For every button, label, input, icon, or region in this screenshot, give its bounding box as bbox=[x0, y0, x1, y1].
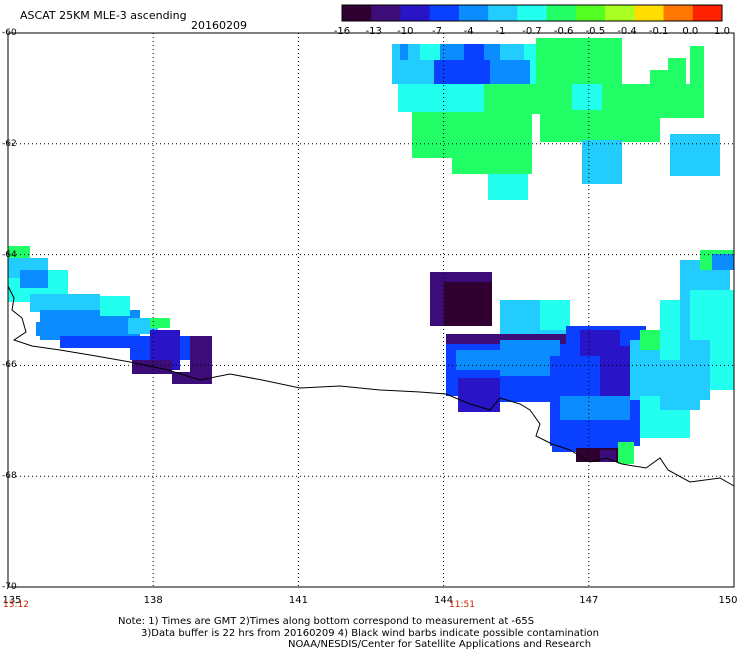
colorbar-segment bbox=[488, 5, 518, 21]
colorbar-label: -10 bbox=[397, 26, 414, 37]
data-cell bbox=[400, 44, 408, 60]
data-cell bbox=[464, 44, 484, 60]
mle-data-cells bbox=[8, 38, 734, 464]
longitude-label: 147 bbox=[579, 595, 599, 606]
note-line-1: Note: 1) Times are GMT 2)Times along bot… bbox=[118, 616, 535, 627]
data-cell bbox=[392, 44, 400, 60]
data-cell bbox=[392, 60, 434, 84]
colorbar-label: -0.5 bbox=[585, 26, 606, 37]
colorbar-segment bbox=[575, 5, 606, 21]
latitude-label: -64 bbox=[2, 249, 17, 260]
data-cell bbox=[484, 84, 574, 114]
colorbar-label: 1.0 bbox=[714, 26, 730, 37]
data-cell bbox=[8, 246, 30, 260]
product-title: ASCAT 25KM MLE-3 ascending bbox=[20, 9, 187, 22]
colorbar-label: -0.7 bbox=[522, 26, 542, 37]
data-cell bbox=[484, 44, 500, 60]
colorbar-label: -0.4 bbox=[617, 26, 637, 37]
colorbar-segment bbox=[371, 5, 401, 21]
plot-frame bbox=[7, 32, 735, 588]
colorbar-segment bbox=[634, 5, 665, 21]
colorbar-label: -4 bbox=[463, 26, 474, 37]
time-label-left: 13:12 bbox=[3, 600, 29, 610]
data-cell bbox=[444, 282, 492, 326]
data-cell bbox=[408, 44, 420, 60]
data-cell bbox=[524, 44, 536, 60]
data-cell bbox=[36, 322, 56, 336]
data-cell bbox=[412, 112, 532, 158]
lat-lon-grid bbox=[8, 33, 734, 587]
longitude-label: 135 bbox=[2, 595, 22, 606]
colorbar-segment bbox=[342, 5, 372, 21]
colorbar-segment bbox=[546, 5, 577, 21]
colorbar-segment bbox=[692, 5, 723, 21]
data-cell bbox=[20, 270, 50, 288]
data-cell bbox=[452, 158, 532, 174]
colorbar-label: -16 bbox=[333, 26, 351, 37]
colorbar-segment bbox=[458, 5, 489, 21]
data-cell bbox=[670, 134, 720, 176]
data-cell bbox=[490, 60, 530, 84]
data-cell bbox=[456, 350, 506, 370]
longitude-label: 144 bbox=[434, 595, 454, 606]
colorbar-label: -7 bbox=[432, 26, 442, 37]
longitude-label: 141 bbox=[288, 595, 308, 606]
data-cell bbox=[500, 376, 550, 402]
data-cell bbox=[600, 450, 616, 462]
data-cell bbox=[618, 442, 634, 464]
latitude-label: -60 bbox=[2, 28, 17, 38]
data-cell bbox=[712, 254, 734, 270]
colorbar-segment bbox=[517, 5, 548, 21]
latitude-label: -66 bbox=[2, 360, 17, 371]
data-cell bbox=[660, 380, 700, 410]
data-cell bbox=[150, 318, 170, 328]
coastline bbox=[7, 285, 735, 487]
colorbar-label: -0.1 bbox=[648, 26, 669, 37]
data-cell bbox=[572, 84, 602, 110]
colorbar-label: 0.0 bbox=[682, 26, 699, 37]
longitude-label: 150 bbox=[718, 595, 738, 606]
data-cell bbox=[434, 60, 490, 84]
data-cell bbox=[582, 140, 622, 184]
latitude-label: -70 bbox=[2, 582, 17, 592]
colorbar-segment bbox=[663, 5, 694, 21]
data-cell bbox=[690, 46, 704, 88]
colorbar-label: -1 bbox=[495, 26, 506, 37]
data-cell bbox=[500, 44, 524, 60]
data-cell bbox=[60, 336, 150, 348]
data-cell bbox=[398, 84, 484, 112]
data-cell bbox=[540, 112, 660, 142]
colorbar-segment bbox=[429, 5, 460, 21]
data-cell bbox=[420, 44, 440, 60]
data-cell bbox=[48, 270, 68, 290]
colorbar-label: -13 bbox=[365, 26, 382, 37]
colorbar-segment bbox=[400, 5, 431, 21]
longitude-label: 138 bbox=[143, 595, 163, 606]
data-cell bbox=[440, 44, 464, 60]
data-cell bbox=[536, 38, 622, 86]
data-cell bbox=[530, 60, 536, 84]
colorbar bbox=[341, 4, 723, 22]
colorbar-segment bbox=[605, 5, 635, 21]
data-cell bbox=[446, 334, 566, 344]
latitude-label: -62 bbox=[2, 138, 17, 149]
note-line-3: NOAA/NESDIS/Center for Satellite Applica… bbox=[288, 639, 592, 650]
colorbar-label: -0.6 bbox=[553, 26, 574, 37]
data-cell bbox=[30, 294, 100, 312]
time-label-mid: 11:51 bbox=[449, 600, 475, 610]
data-cell bbox=[540, 300, 570, 330]
data-cell bbox=[668, 58, 686, 88]
latitude-label: -68 bbox=[2, 471, 17, 482]
note-line-2: 3)Data buffer is 22 hrs from 20160209 4)… bbox=[141, 628, 599, 639]
product-date: 20160209 bbox=[191, 19, 247, 32]
data-cell bbox=[100, 296, 130, 316]
